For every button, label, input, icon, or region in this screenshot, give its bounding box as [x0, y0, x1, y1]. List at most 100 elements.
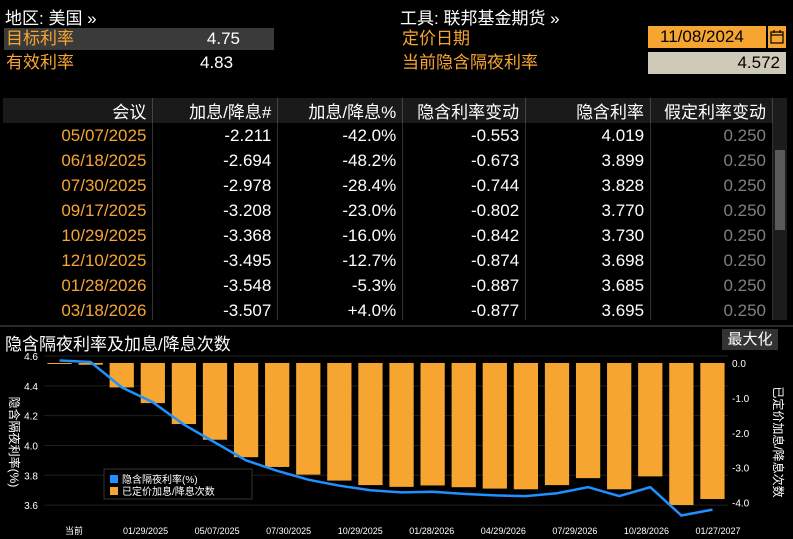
implied-rate-label: 当前隐含隔夜利率 — [402, 53, 538, 72]
assumed-change-cell: 0.250 — [650, 198, 773, 223]
region-selector[interactable]: 地区: 美国 » — [5, 9, 97, 28]
legend-swatch-line — [110, 475, 118, 483]
meeting-date-cell: 10/29/2025 — [3, 223, 154, 248]
effective-rate-value: 4.83 — [200, 53, 234, 72]
table-row[interactable]: 07/30/2025 -2.978 -28.4% -0.744 3.828 0.250 — [3, 173, 773, 198]
x-tick-label: 01/27/2027 — [695, 526, 740, 536]
y2-tick-label: -1.0 — [732, 394, 750, 405]
hikes-pct-cell: -5.3% — [277, 273, 404, 298]
implied-rate-line — [59, 359, 713, 517]
implied-rate-cell: 4.019 — [525, 123, 652, 148]
hikes-pct-cell: -16.0% — [277, 223, 404, 248]
col-header-meeting[interactable]: 会议 — [3, 98, 154, 123]
meeting-date-cell: 12/10/2025 — [3, 248, 154, 273]
table-row[interactable]: 12/10/2025 -3.495 -12.7% -0.874 3.698 0.250 — [3, 248, 773, 273]
hikes-count-cell: -3.368 — [152, 223, 279, 248]
table-scrollbar[interactable] — [773, 98, 787, 320]
assumed-change-cell: 0.250 — [650, 123, 773, 148]
legend-line-label: 隐含隔夜利率(%) — [122, 473, 198, 486]
table-row[interactable]: 10/29/2025 -3.368 -16.0% -0.842 3.730 0.250 — [3, 223, 773, 248]
maximize-button[interactable]: 最大化 — [722, 329, 778, 350]
hikes-count-cell: -3.495 — [152, 248, 279, 273]
meeting-table: 会议 加息/降息# 加息/降息% 隐含利率变动 隐含利率 假定利率变动 05/0… — [3, 98, 773, 320]
table-row[interactable]: 09/17/2025 -3.208 -23.0% -0.802 3.770 0.250 — [3, 198, 773, 223]
hikes-count-cell: -3.208 — [152, 198, 279, 223]
assumed-change-cell: 0.250 — [650, 248, 773, 273]
target-rate-value: 4.75 — [144, 28, 274, 50]
x-tick-label: 10/28/2026 — [624, 526, 669, 536]
bar — [451, 362, 476, 488]
assumed-change-cell: 0.250 — [650, 223, 773, 248]
implied-rate-cell: 3.899 — [525, 148, 652, 173]
pricing-date-label: 定价日期 — [402, 29, 470, 48]
x-tick-label: 07/30/2025 — [266, 526, 311, 536]
x-tick-label: 04/29/2026 — [481, 526, 526, 536]
hikes-pct-cell: -42.0% — [277, 123, 404, 148]
implied-change-cell: -0.842 — [402, 223, 527, 248]
y2-axis-label: 已定价加息/降息次数 — [771, 386, 786, 497]
y2-tick-label: -4.0 — [732, 499, 750, 510]
y-tick-label: 4.2 — [24, 412, 38, 423]
meeting-date-cell: 05/07/2025 — [3, 123, 154, 148]
implied-change-cell: -0.802 — [402, 198, 527, 223]
table-header-row: 会议 加息/降息# 加息/降息% 隐含利率变动 隐含利率 假定利率变动 — [3, 98, 773, 123]
bar — [513, 362, 539, 490]
y-axis-label: 隐含隔夜利率(%) — [7, 397, 22, 488]
hikes-pct-cell: -48.2% — [277, 148, 404, 173]
y-tick-label: 4.4 — [24, 382, 38, 393]
bar — [575, 362, 601, 479]
bar — [482, 362, 507, 489]
assumed-change-cell: 0.250 — [650, 273, 773, 298]
target-rate-label: 目标利率 — [4, 28, 146, 50]
bar — [233, 362, 259, 458]
col-header-implied-rate[interactable]: 隐含利率 — [525, 98, 652, 123]
table-row[interactable]: 06/18/2025 -2.694 -48.2% -0.673 3.899 0.250 — [3, 148, 773, 173]
hikes-count-cell: -3.548 — [152, 273, 279, 298]
implied-change-cell: -0.553 — [402, 123, 527, 148]
meeting-date-cell: 07/30/2025 — [3, 173, 154, 198]
col-header-hikes-pct[interactable]: 加息/降息% — [277, 98, 404, 123]
implied-change-cell: -0.874 — [402, 248, 527, 273]
hikes-pct-cell: +4.0% — [277, 298, 404, 320]
bar — [700, 362, 725, 500]
instrument-selector[interactable]: 工具: 联邦基金期货 » — [400, 9, 560, 28]
pricing-date-input[interactable]: 11/08/2024 — [648, 26, 766, 48]
table-row[interactable]: 03/18/2026 -3.507 +4.0% -0.877 3.695 0.250 — [3, 298, 773, 320]
y2-tick-label: -3.0 — [732, 464, 750, 475]
bar — [47, 362, 72, 364]
calendar-button[interactable] — [768, 26, 786, 48]
col-header-implied-change[interactable]: 隐含利率变动 — [402, 98, 527, 123]
assumed-change-cell: 0.250 — [650, 298, 773, 320]
implied-rate-cell: 3.698 — [525, 248, 652, 273]
y-tick-label: 3.8 — [24, 471, 38, 482]
x-tick-label: 当前 — [65, 525, 83, 536]
table-row[interactable]: 01/28/2026 -3.548 -5.3% -0.887 3.685 0.250 — [3, 273, 773, 298]
implied-rate-cell: 3.695 — [525, 298, 652, 320]
meeting-date-cell: 01/28/2026 — [3, 273, 154, 298]
meeting-date-cell: 09/17/2025 — [3, 198, 154, 223]
implied-change-cell: -0.673 — [402, 148, 527, 173]
rate-chart: 3.6 3.8 4.0 4.2 4.4 4.6 0.0 -1.0 -2.0 -3.0 -4.0 当… — [7, 352, 786, 536]
implied-rate-value: 4.572 — [648, 52, 786, 74]
x-tick-label: 01/29/2025 — [123, 526, 168, 536]
y-tick-label: 4.6 — [24, 352, 38, 363]
bar — [607, 362, 632, 490]
table-row[interactable]: 05/07/2025 -2.211 -42.0% -0.553 4.019 0.250 — [3, 123, 773, 148]
hikes-count-cell: -2.211 — [152, 123, 279, 148]
calendar-icon — [770, 30, 784, 44]
bar — [327, 362, 352, 481]
y2-tick-label: -2.0 — [732, 429, 750, 440]
x-tick-label: 10/29/2025 — [338, 526, 383, 536]
bar — [171, 362, 197, 425]
hikes-count-cell: -2.978 — [152, 173, 279, 198]
col-header-assumed-change[interactable]: 假定利率变动 — [650, 98, 773, 123]
meeting-date-cell: 06/18/2025 — [3, 148, 154, 173]
hikes-pct-cell: -23.0% — [277, 198, 404, 223]
col-header-hikes-count[interactable]: 加息/降息# — [152, 98, 279, 123]
bar — [78, 362, 103, 365]
effective-rate-label: 有效利率 — [6, 53, 74, 72]
implied-rate-cell: 3.730 — [525, 223, 652, 248]
scrollbar-thumb[interactable] — [775, 150, 785, 230]
bar — [420, 362, 445, 486]
legend-swatch-bar — [110, 487, 118, 495]
